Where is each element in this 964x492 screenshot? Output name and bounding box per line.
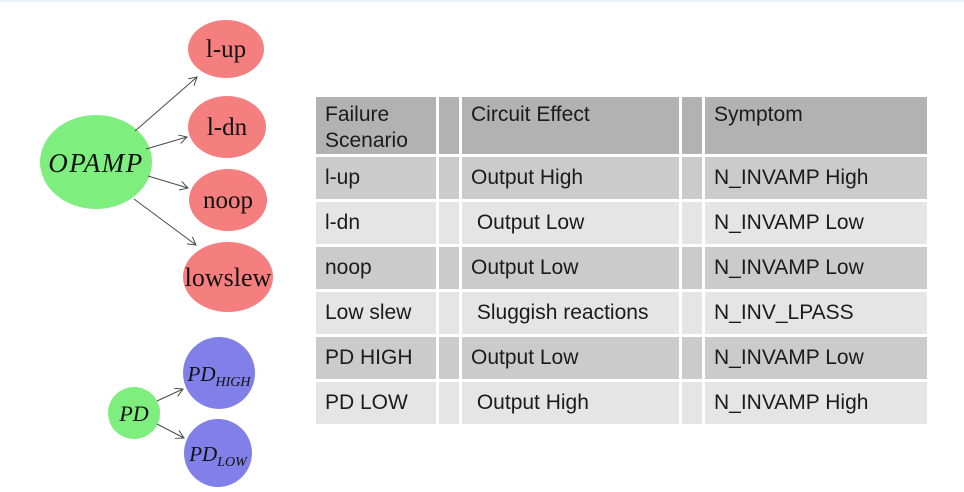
cell-spacer (439, 202, 459, 244)
cell-effect: Output High (462, 382, 679, 424)
edge-pd-pdhigh (156, 389, 183, 402)
node-l-up (188, 20, 264, 78)
edge-opamp-noop (147, 175, 188, 188)
node-pdhigh-label: PDHIGH (187, 362, 252, 390)
cell-effect: Output High (462, 157, 679, 199)
cell-effect: Output Low (462, 202, 679, 244)
node-pd-low (184, 419, 252, 487)
edge-pd-pdlow (156, 423, 184, 438)
cell-spacer (682, 292, 702, 334)
node-pd-label: PD (118, 401, 148, 426)
cell-spacer (439, 247, 459, 289)
node-lowslew (183, 242, 273, 312)
cell-spacer (682, 157, 702, 199)
cell-spacer (439, 157, 459, 199)
cell-spacer (439, 382, 459, 424)
edge-opamp-lup (134, 77, 197, 132)
cell-scenario: PD LOW (316, 382, 436, 424)
node-pd-high (183, 337, 255, 409)
cell-symptom: N_INVAMP Low (705, 202, 927, 244)
cell-effect: Output Low (462, 337, 679, 379)
cell-symptom: N_INVAMP High (705, 157, 927, 199)
cell-scenario: l-up (316, 157, 436, 199)
failure-scenario-table: Failure Scenario Circuit Effect Symptom … (316, 97, 927, 424)
table-header-failure-scenario: Failure Scenario (316, 97, 436, 154)
table-header-circuit-effect: Circuit Effect (462, 97, 679, 154)
cell-spacer (682, 247, 702, 289)
pdhigh-base: PD (187, 362, 216, 386)
table-header-spacer-1 (439, 97, 459, 154)
cell-spacer (439, 292, 459, 334)
cell-symptom: N_INVAMP Low (705, 337, 927, 379)
cell-scenario: l-dn (316, 202, 436, 244)
node-noop-label: noop (203, 187, 253, 214)
node-pdlow-label: PDLOW (188, 442, 248, 470)
cell-spacer (682, 382, 702, 424)
edge-opamp-lowslew (133, 198, 196, 245)
node-opamp-label: OPAMP (48, 148, 144, 178)
table-header-spacer-2 (682, 97, 702, 154)
top-edge-strip (0, 0, 964, 3)
cell-effect: Sluggish reactions (462, 292, 679, 334)
node-lowslew-label: lowslew (185, 263, 272, 292)
pdlow-base: PD (188, 442, 217, 466)
pdhigh-subscript: HIGH (215, 375, 252, 390)
cell-scenario: Low slew (316, 292, 436, 334)
node-l-dn (188, 96, 266, 158)
edge-opamp-ldn (145, 137, 187, 150)
cell-spacer (682, 202, 702, 244)
node-opamp (40, 115, 152, 209)
fault-tree-diagram: OPAMP l-up l-dn noop lowslew PD PDHIGH P… (40, 20, 273, 487)
node-ldn-label: l-dn (207, 114, 248, 141)
node-lup-label: l-up (206, 36, 246, 63)
node-noop (189, 169, 267, 231)
cell-scenario: noop (316, 247, 436, 289)
cell-symptom: N_INVAMP High (705, 382, 927, 424)
cell-symptom: N_INVAMP Low (705, 247, 927, 289)
table-header-symptom: Symptom (705, 97, 927, 154)
pdlow-subscript: LOW (216, 455, 248, 470)
cell-symptom: N_INV_LPASS (705, 292, 927, 334)
cell-spacer (439, 337, 459, 379)
cell-spacer (682, 337, 702, 379)
node-pd (108, 387, 160, 439)
cell-scenario: PD HIGH (316, 337, 436, 379)
cell-effect: Output Low (462, 247, 679, 289)
